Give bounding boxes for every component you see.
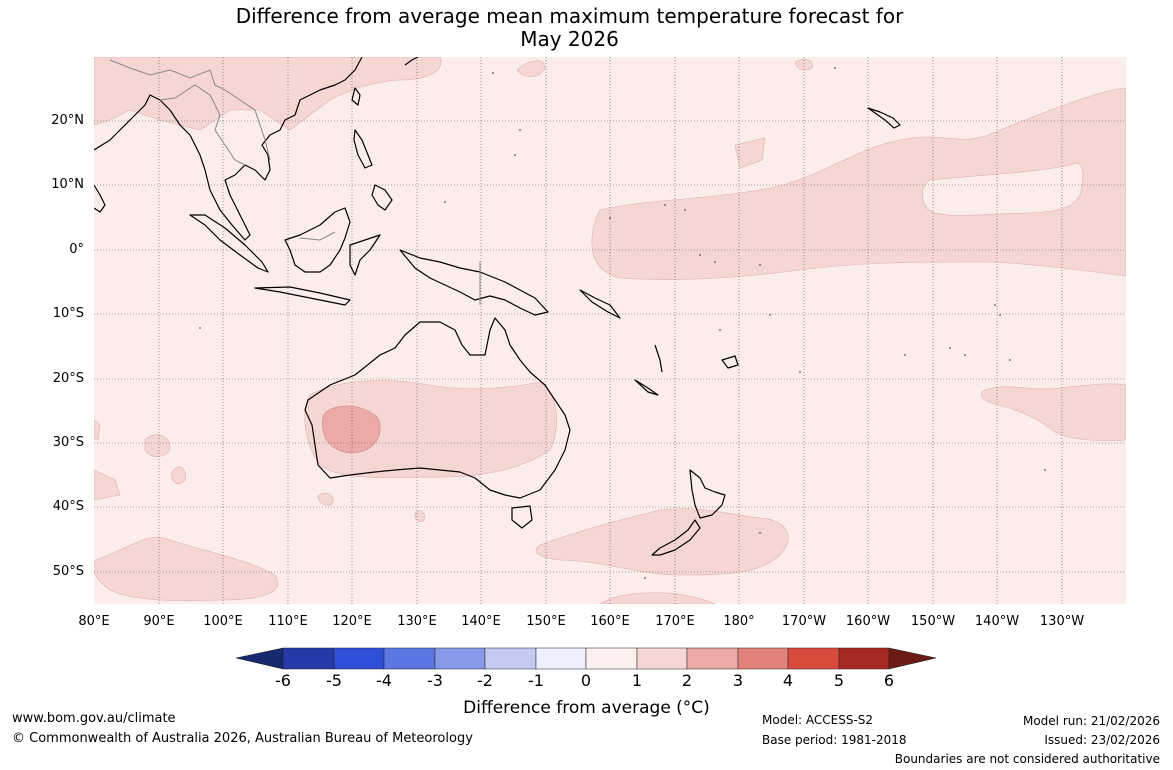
anomaly-region-small-5: [516, 60, 546, 77]
colorbar-tick: 2: [681, 671, 693, 690]
colorbar-title: Difference from average (°C): [463, 698, 710, 718]
anomaly-layer: [94, 57, 1126, 604]
political-borders: [109, 59, 481, 305]
lon-label-180: 180°: [723, 614, 755, 629]
lat-label-40s: 40°S: [52, 499, 84, 514]
lat-label-0: 0°: [69, 242, 84, 257]
coast-japan: [404, 57, 419, 66]
footer-model: Model: ACCESS-S2: [762, 713, 874, 727]
colorbar-tick: -3: [427, 671, 443, 690]
anomaly-region-small-1: [144, 434, 171, 457]
footer-copyright: © Commonwealth of Australia 2026, Austra…: [12, 731, 473, 746]
anomaly-region-west-australia: [304, 380, 557, 478]
anomaly-region-pacific-band: [591, 87, 1126, 280]
colorbar-extend-low: [235, 647, 284, 670]
coast-fiji: [721, 355, 739, 369]
lon-label-170w: 170°W: [781, 614, 827, 629]
colorbar-tick: -1: [528, 671, 544, 690]
lon-label-100e: 100°E: [203, 614, 243, 629]
coast-nz-north: [689, 469, 726, 519]
coastlines: [94, 57, 901, 556]
colorbar-extend-high: [888, 647, 937, 670]
anomaly-region-tasman-nz: [535, 508, 789, 576]
anomaly-region-small-2: [171, 466, 186, 484]
lon-label-170e: 170°E: [655, 614, 695, 629]
small-islands: [199, 67, 1046, 579]
coast-tasmania: [511, 505, 533, 529]
footer-issued: Issued: 23/02/2026: [1044, 733, 1160, 747]
anomaly-region-north-asia: [94, 57, 442, 131]
coast-java: [254, 286, 351, 306]
coast-india-tip: [94, 184, 106, 213]
anomaly-hole-pacific: [921, 163, 1084, 216]
lon-label-120e: 120°E: [332, 614, 372, 629]
coast-new-guinea: [399, 249, 549, 316]
graticule: [94, 57, 1126, 604]
colorbar-tick: 6: [883, 671, 895, 690]
coast-philippines-mindanao: [371, 184, 393, 211]
footer-url[interactable]: www.bom.gov.au/climate: [12, 711, 176, 726]
colorbar-tick: 0: [580, 671, 592, 690]
colorbar-tick: 5: [833, 671, 845, 690]
colorbar-tick: 3: [732, 671, 744, 690]
lon-label-150e: 150°E: [526, 614, 566, 629]
lon-label-130e: 130°E: [397, 614, 437, 629]
anomaly-region-small-6: [794, 59, 813, 71]
coast-australia: [304, 317, 571, 499]
coast-solomon: [579, 289, 621, 319]
lat-label-10n: 10°N: [51, 177, 84, 192]
lon-label-90e: 90°E: [143, 614, 175, 629]
coast-sulawesi: [349, 234, 381, 276]
coast-sumatra: [189, 214, 269, 273]
coast-philippines-luzon: [353, 129, 373, 169]
colorbar-tick: -2: [477, 671, 493, 690]
colorbar-tick: 1: [631, 671, 643, 690]
coast-taiwan: [351, 87, 361, 106]
colorbar-tick: -4: [376, 671, 392, 690]
coast-borneo: [284, 207, 351, 273]
lon-label-150w: 150°W: [910, 614, 956, 629]
lon-label-130w: 130°W: [1039, 614, 1085, 629]
lon-label-160e: 160°E: [590, 614, 630, 629]
lat-label-20s: 20°S: [52, 371, 84, 386]
colorbar-tick: -5: [326, 671, 342, 690]
lat-label-20n: 20°N: [51, 113, 84, 128]
coast-new-caledonia: [634, 379, 659, 396]
anomaly-region-south-edge: [599, 592, 716, 604]
lat-label-10s: 10°S: [52, 306, 84, 321]
anomaly-region-west-edge: [94, 419, 101, 441]
lon-label-80e: 80°E: [78, 614, 110, 629]
lat-label-30s: 30°S: [52, 435, 84, 450]
lat-label-50s: 50°S: [52, 564, 84, 579]
anomaly-region-2-to-3-wa: [322, 405, 381, 454]
map-title-line2: May 2026: [520, 27, 619, 51]
lon-label-110e: 110°E: [268, 614, 308, 629]
map-title-line1: Difference from average mean maximum tem…: [235, 4, 904, 28]
footer-disclaimer: Boundaries are not considered authoritat…: [894, 752, 1160, 766]
anomaly-region-south-pacific-east: [980, 383, 1126, 442]
lon-label-140w: 140°W: [974, 614, 1020, 629]
coast-nz-south: [651, 519, 701, 556]
coast-hawaii: [867, 107, 901, 129]
anomaly-region-small-north: [734, 137, 766, 169]
footer-model-run: Model run: 21/02/2026: [1022, 714, 1160, 728]
coast-asia-mainland: [94, 57, 363, 241]
coast-vanuatu: [654, 344, 663, 373]
colorbar-tick: -6: [275, 671, 291, 690]
anomaly-region-southern-ocean: [94, 536, 279, 601]
colorbar: [235, 647, 937, 670]
anomaly-region-south-west: [94, 469, 121, 501]
footer-base-period: Base period: 1981-2018: [762, 733, 907, 747]
lon-label-140e: 140°E: [461, 614, 501, 629]
colorbar-tick: 4: [782, 671, 794, 690]
anomaly-region-small-3: [317, 492, 334, 506]
lon-label-160w: 160°W: [845, 614, 891, 629]
